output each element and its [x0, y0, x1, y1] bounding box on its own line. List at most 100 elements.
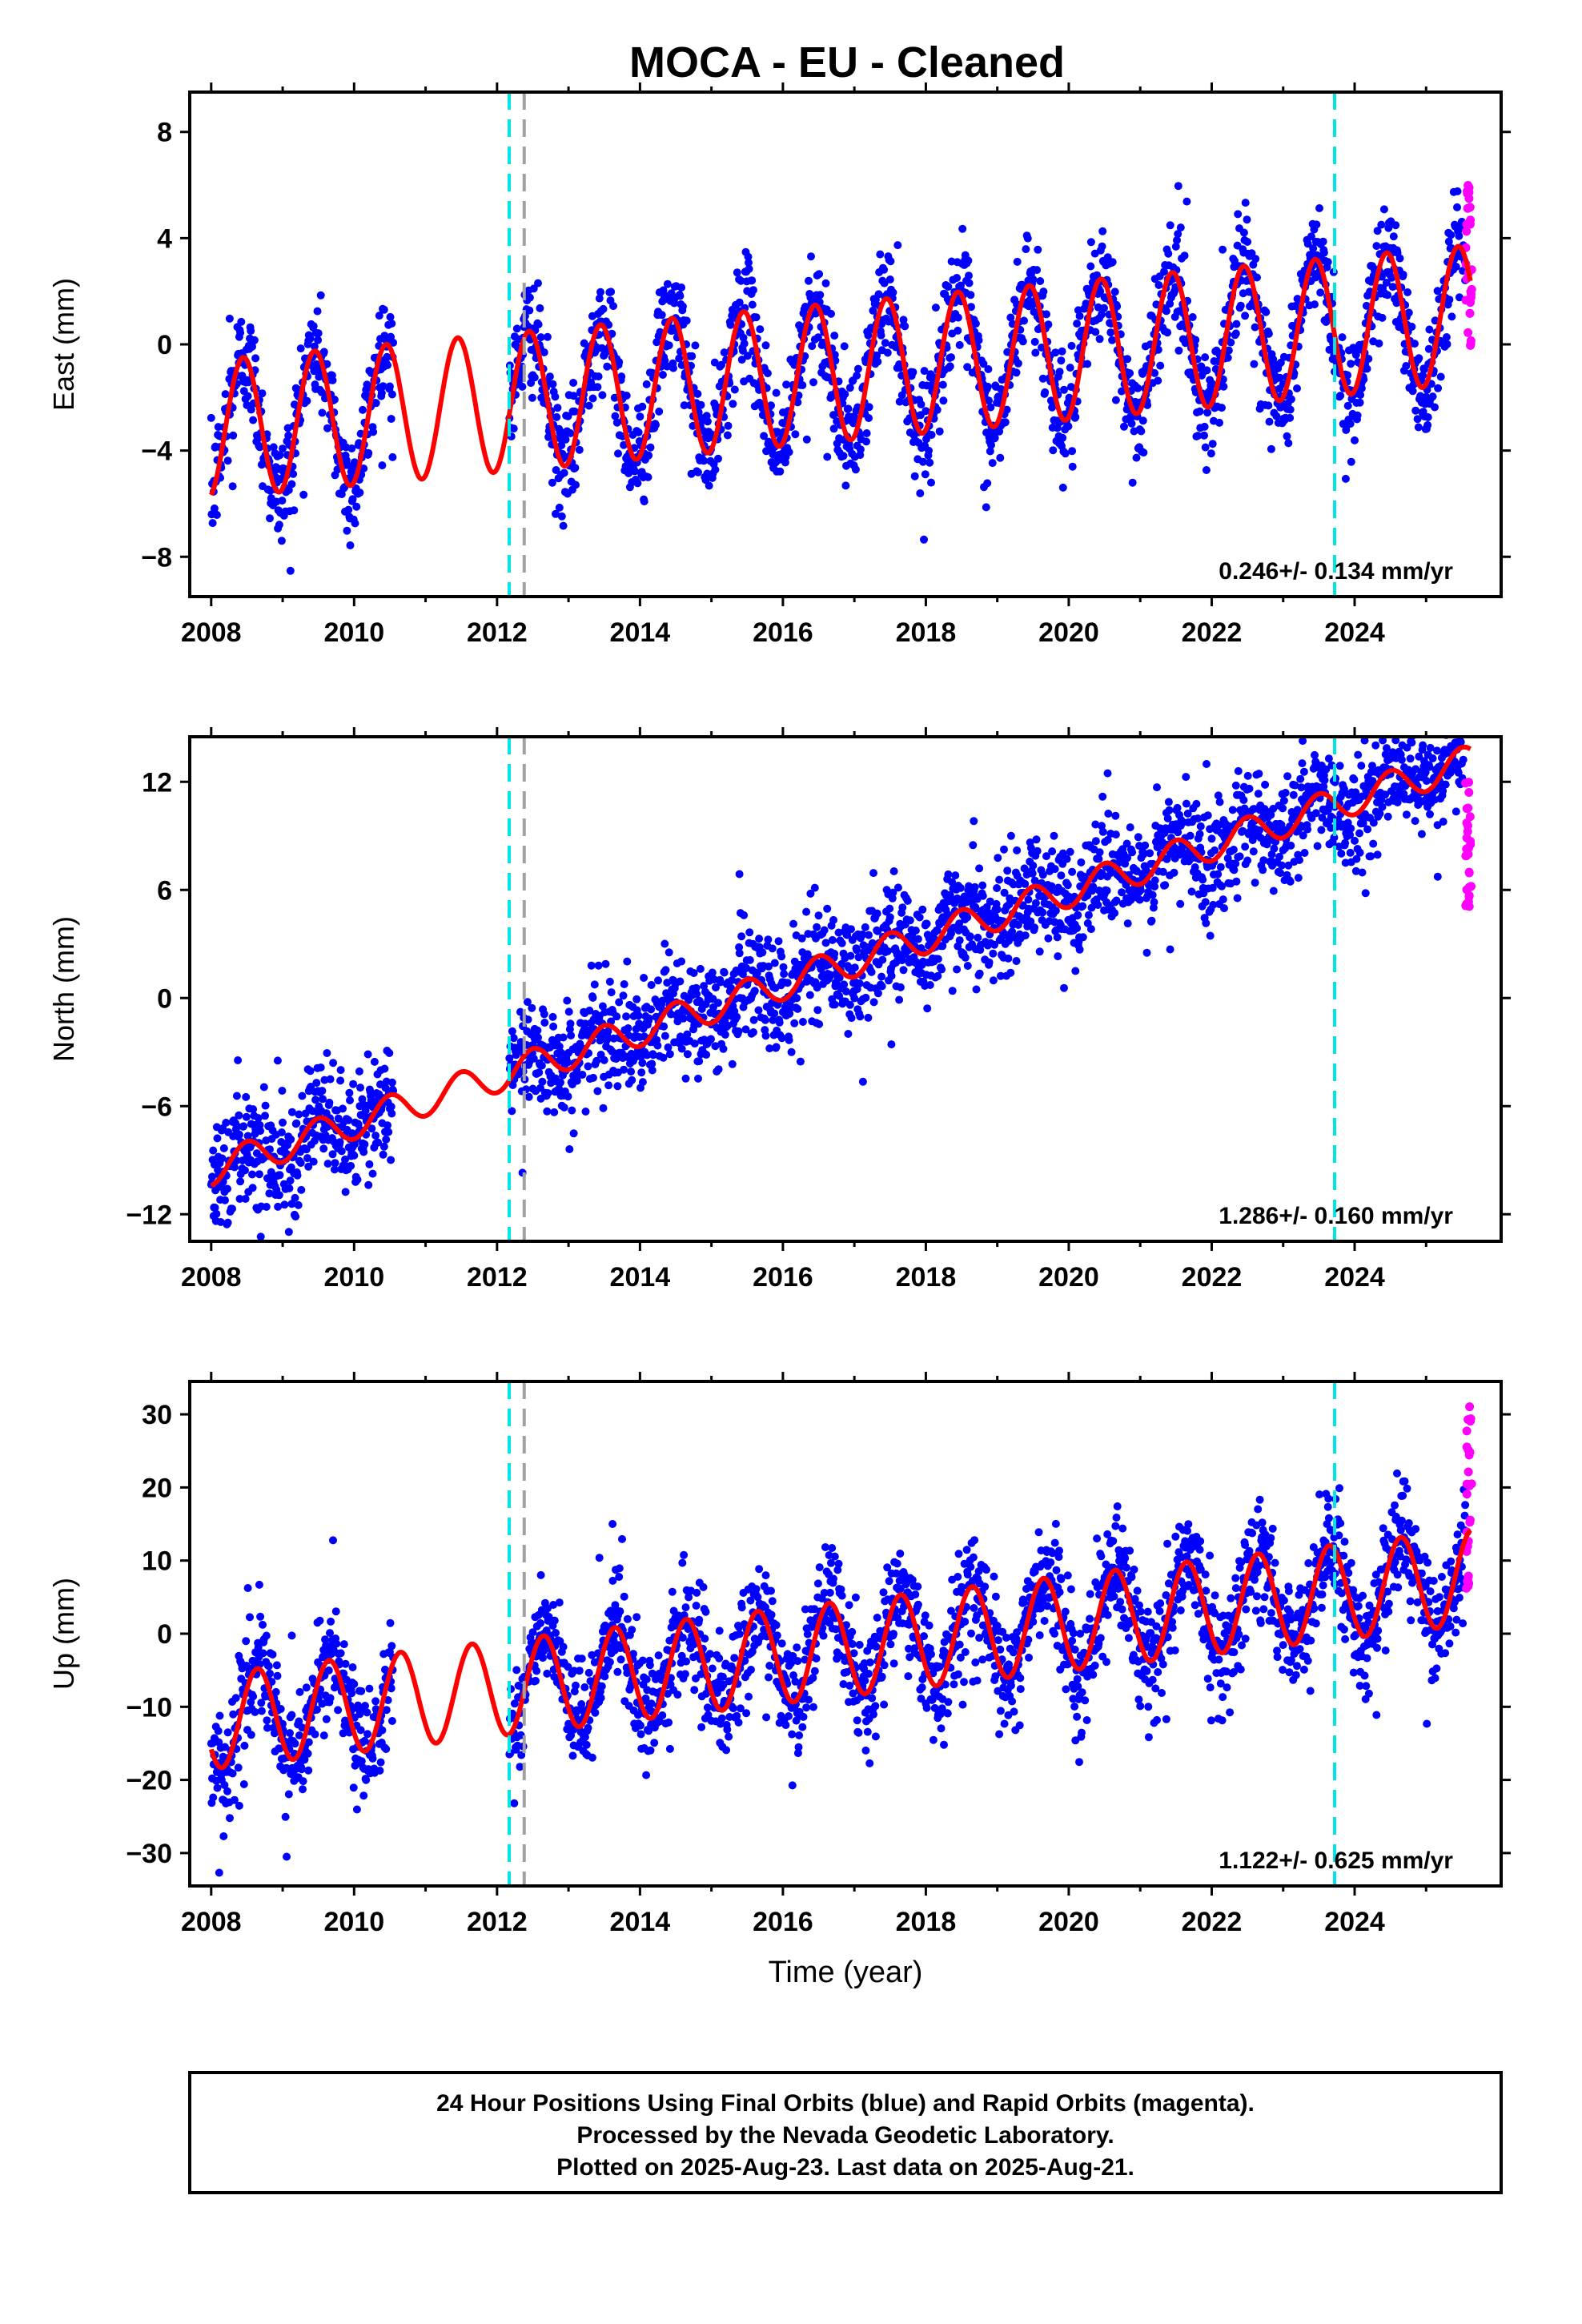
data-point — [1206, 931, 1215, 940]
data-point — [1013, 846, 1022, 854]
data-point — [587, 961, 596, 970]
data-point — [1447, 312, 1456, 321]
data-point — [1066, 364, 1074, 372]
data-point — [566, 429, 575, 437]
data-point — [1173, 803, 1182, 812]
data-point — [979, 360, 988, 368]
data-point — [702, 1051, 711, 1059]
data-point — [534, 279, 542, 287]
data-point — [560, 468, 568, 477]
data-point — [922, 919, 931, 928]
x-tick-label: 2008 — [181, 1262, 242, 1293]
data-point — [1452, 703, 1460, 711]
data-point — [1180, 251, 1189, 260]
data-point — [956, 883, 965, 892]
data-point — [1399, 271, 1407, 279]
data-point — [291, 1212, 300, 1221]
data-point — [728, 1059, 737, 1068]
data-point — [1425, 325, 1434, 334]
data-point — [309, 1157, 318, 1166]
data-point — [326, 1075, 335, 1084]
data-point — [350, 458, 359, 467]
data-point — [536, 333, 545, 342]
data-point — [1387, 273, 1396, 282]
data-point — [1160, 267, 1168, 276]
data-point — [534, 1033, 542, 1042]
data-point — [756, 325, 765, 334]
data-point — [385, 382, 394, 391]
data-point — [1006, 313, 1015, 322]
data-point — [568, 1106, 576, 1115]
data-point — [379, 1142, 388, 1151]
data-point — [1215, 418, 1223, 427]
data-point — [347, 1161, 355, 1170]
data-point — [627, 1068, 636, 1076]
data-point — [1397, 693, 1405, 701]
data-point — [1303, 239, 1312, 248]
data-point — [524, 1092, 533, 1101]
data-point — [925, 446, 933, 455]
north-rate-label: 1.286+/- 0.160 mm/yr — [1219, 1203, 1453, 1229]
data-point — [1358, 868, 1367, 877]
data-point — [254, 1114, 263, 1123]
data-point — [958, 224, 967, 233]
data-point — [741, 1025, 750, 1034]
data-point — [777, 1034, 786, 1043]
data-point — [683, 1030, 692, 1039]
data-point — [1261, 780, 1270, 789]
data-point — [735, 870, 744, 879]
data-point — [815, 270, 824, 279]
data-point — [318, 408, 327, 417]
data-point — [323, 1049, 331, 1057]
x-tick-label: 2014 — [610, 617, 671, 648]
data-point — [612, 418, 621, 427]
data-point — [1214, 870, 1223, 879]
data-point — [622, 392, 631, 400]
data-point — [931, 304, 940, 312]
data-point — [219, 1144, 228, 1152]
data-point — [1075, 312, 1084, 320]
data-point — [1108, 258, 1117, 267]
data-point — [1452, 263, 1460, 271]
data-point — [927, 478, 935, 487]
data-point — [1123, 355, 1132, 364]
x-tick-label: 2012 — [467, 1262, 528, 1293]
data-point — [316, 1063, 325, 1072]
data-point — [876, 250, 885, 259]
data-point — [529, 1054, 538, 1063]
data-point — [529, 284, 538, 293]
data-point — [1239, 796, 1248, 804]
data-point — [325, 1098, 334, 1107]
data-point — [956, 281, 965, 290]
data-point — [813, 333, 822, 342]
data-point — [1174, 346, 1183, 355]
data-point — [1094, 901, 1102, 909]
data-point — [920, 367, 929, 376]
data-point — [1378, 313, 1387, 322]
data-point — [1004, 954, 1013, 963]
data-point — [594, 372, 603, 381]
data-point — [565, 1145, 574, 1153]
data-point — [538, 1077, 547, 1086]
data-point — [544, 1089, 552, 1097]
data-point — [1186, 831, 1195, 840]
data-point — [926, 458, 934, 467]
data-point — [658, 371, 667, 379]
data-point — [1411, 406, 1420, 415]
x-tick-label: 2014 — [610, 1262, 671, 1293]
rapid-data-point — [1463, 187, 1472, 196]
data-point — [285, 1184, 294, 1192]
data-point — [248, 342, 256, 351]
data-point — [1021, 879, 1030, 888]
data-point — [1012, 957, 1021, 965]
data-point — [589, 1073, 597, 1082]
data-point — [1192, 799, 1201, 808]
data-point — [383, 361, 391, 369]
data-point — [869, 869, 877, 878]
data-point — [693, 389, 702, 398]
data-point — [229, 431, 238, 440]
data-point — [1042, 310, 1050, 319]
data-point — [552, 412, 561, 421]
data-point — [1353, 411, 1362, 420]
